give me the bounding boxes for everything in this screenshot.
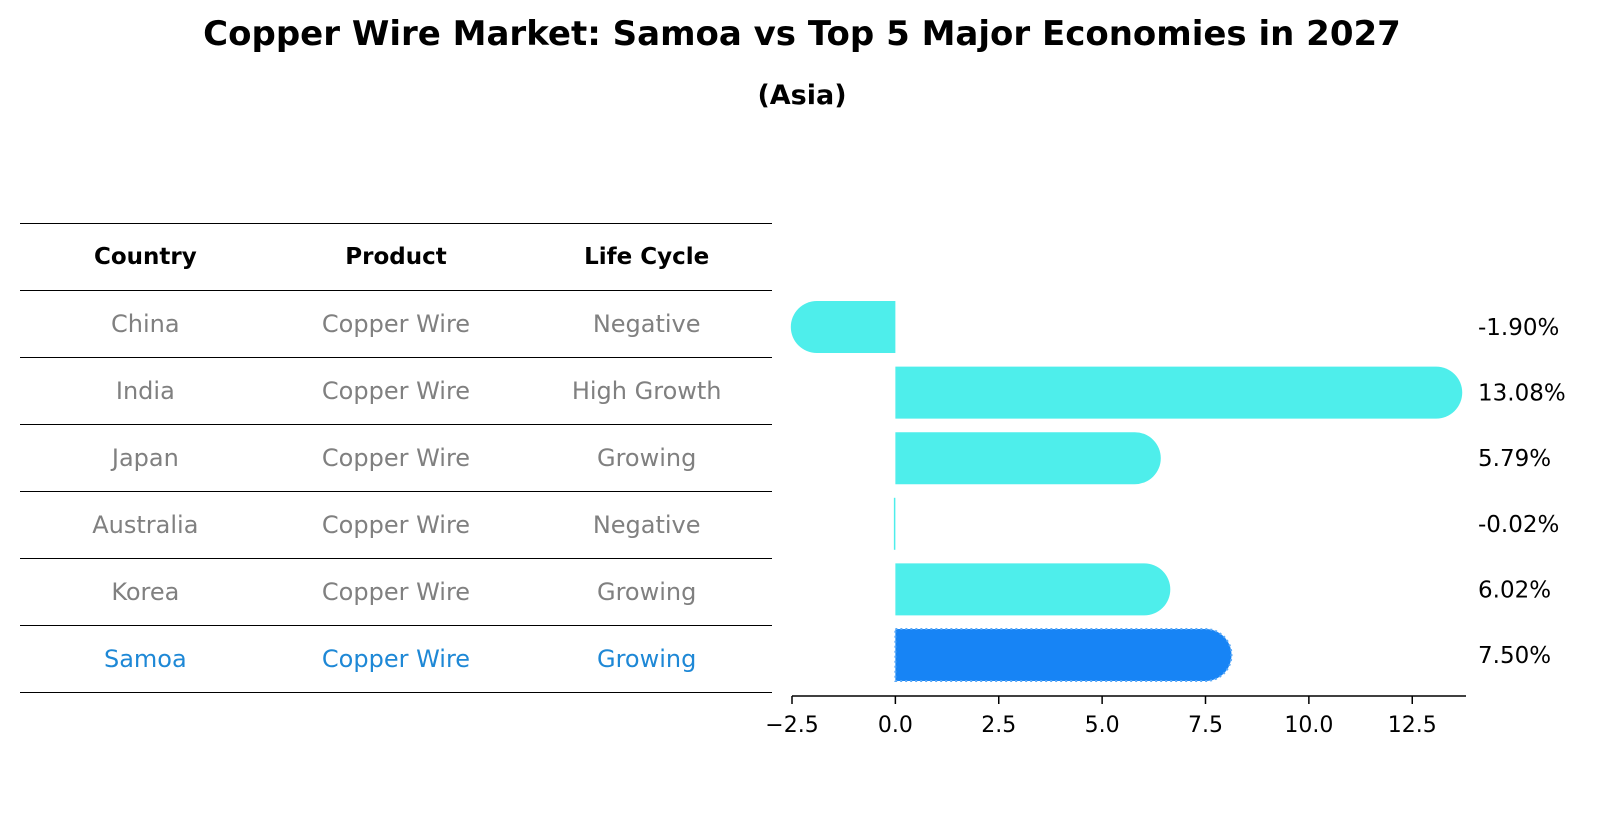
cell-country: China — [111, 310, 180, 338]
x-tick-label: −2.5 — [765, 713, 818, 738]
table-row: Australia Copper Wire Negative — [20, 491, 772, 558]
x-tick-label: 2.5 — [981, 713, 1016, 738]
chart-title: Copper Wire Market: Samoa vs Top 5 Major… — [203, 14, 1401, 54]
cell-product: Copper Wire — [321, 645, 471, 673]
cell-country: Japan — [111, 444, 179, 472]
x-tick-label: 7.5 — [1188, 713, 1223, 738]
cell-country: Samoa — [103, 645, 187, 673]
cell-product: Copper Wire — [321, 377, 471, 405]
cell-life-cycle: Negative — [592, 310, 701, 338]
cell-product: Copper Wire — [321, 444, 471, 472]
value-label-japan: 5.79% — [1478, 446, 1551, 472]
cell-product: Copper Wire — [321, 511, 471, 539]
header-product: Product — [345, 244, 447, 270]
value-label-samoa: 7.50% — [1478, 643, 1551, 669]
table-header-row: Country Product Life Cycle — [20, 223, 772, 290]
x-tick-label: 12.5 — [1388, 713, 1437, 738]
cell-country: Korea — [111, 578, 180, 606]
bar-australia — [893, 497, 896, 550]
x-tick-label: 0.0 — [878, 713, 913, 738]
value-label-india: 13.08% — [1478, 381, 1566, 407]
bar-korea — [895, 563, 1171, 616]
value-label-korea: 6.02% — [1478, 577, 1551, 603]
bar-china — [790, 301, 896, 353]
cell-country: Australia — [92, 511, 199, 539]
value-label-australia: -0.02% — [1478, 512, 1559, 538]
cell-country: India — [115, 377, 175, 405]
cell-life-cycle: Growing — [596, 578, 697, 606]
table-row: Japan Copper Wire Growing — [20, 424, 772, 491]
cell-life-cycle: Negative — [592, 511, 701, 539]
cell-product: Copper Wire — [321, 578, 471, 606]
table-row: China Copper Wire Negative — [20, 290, 772, 357]
header-country: Country — [93, 244, 197, 270]
header-life-cycle: Life Cycle — [584, 244, 710, 270]
cell-life-cycle: Growing — [596, 444, 697, 472]
bar-india — [895, 366, 1463, 419]
table-row-highlighted: Samoa Copper Wire Growing — [20, 625, 772, 693]
cell-product: Copper Wire — [321, 310, 471, 338]
bar-samoa — [894, 628, 1233, 682]
x-tick-label: 5.0 — [1085, 713, 1120, 738]
chart-subtitle: (Asia) — [757, 80, 847, 111]
market-table: Country Product Life Cycle China Copper … — [20, 223, 772, 693]
cell-life-cycle: Growing — [596, 645, 697, 673]
value-label-china: -1.90% — [1478, 315, 1559, 341]
table-row: India Copper Wire High Growth — [20, 357, 772, 424]
table-row: Korea Copper Wire Growing — [20, 558, 772, 625]
bar-japan — [895, 432, 1161, 485]
x-tick-label: 10.0 — [1284, 713, 1333, 738]
cell-life-cycle: High Growth — [571, 377, 722, 405]
